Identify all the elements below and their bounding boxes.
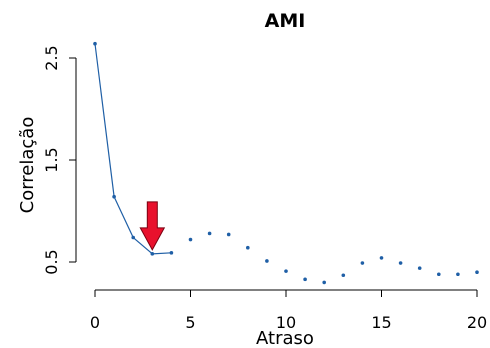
data-point [246,245,250,250]
chart-title: AMI [265,10,306,32]
data-point [207,231,212,236]
series-line-segment [94,43,115,197]
data-point [131,235,135,240]
data-point [226,232,231,237]
y-tick-label: 1.5 [42,147,61,172]
data-point [437,272,441,277]
data-point [169,251,174,255]
data-point [150,252,155,256]
data-point [284,269,288,273]
ticks: 0 5 10 15 20 0.5 1.5 2.5 [42,45,487,332]
data-point [475,270,479,275]
series-line-segment [152,252,172,255]
data-point [379,256,384,260]
data-point [112,194,116,199]
x-tick-label: 20 [467,313,487,332]
axes [75,58,477,291]
annotation [139,201,166,251]
data-point [303,277,307,282]
data-point [417,266,422,270]
data-point [265,259,269,263]
data-point [188,237,193,242]
y-tick-label: 0.5 [42,249,61,274]
data-point [341,273,346,278]
arrow-down-icon [139,201,166,251]
data-point [398,261,403,265]
x-axis-label: Atraso [256,328,314,348]
x-tick-label: 5 [185,313,195,332]
data-point [360,261,365,265]
data-point [456,272,460,277]
data-point [322,280,327,285]
series [93,41,479,285]
y-axis-label: Correlação [17,117,38,214]
y-tick-label: 2.5 [42,45,61,70]
series-line-segment [113,196,134,238]
series-line-segment [132,237,153,255]
x-tick-label: 15 [371,313,391,332]
data-point [93,41,97,46]
x-tick-label: 10 [276,313,296,332]
x-tick-label: 0 [90,313,100,332]
